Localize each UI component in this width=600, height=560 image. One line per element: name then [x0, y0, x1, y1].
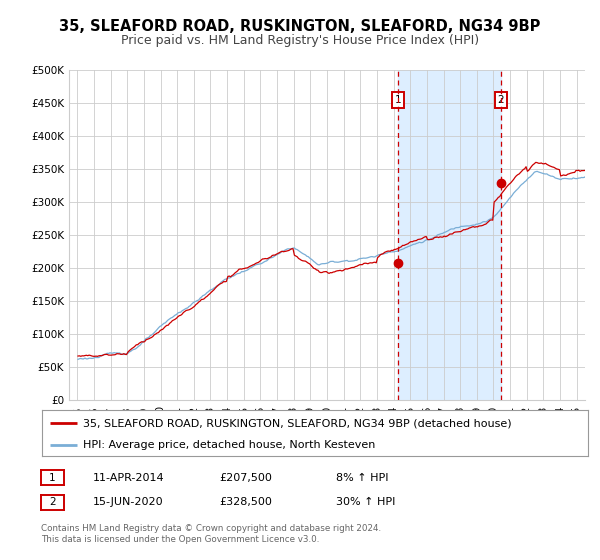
Text: 30% ↑ HPI: 30% ↑ HPI [336, 497, 395, 507]
Text: This data is licensed under the Open Government Licence v3.0.: This data is licensed under the Open Gov… [41, 535, 319, 544]
Text: 2: 2 [49, 497, 56, 507]
Text: 35, SLEAFORD ROAD, RUSKINGTON, SLEAFORD, NG34 9BP: 35, SLEAFORD ROAD, RUSKINGTON, SLEAFORD,… [59, 20, 541, 34]
Text: £328,500: £328,500 [219, 497, 272, 507]
Text: 2: 2 [497, 95, 504, 105]
Text: 35, SLEAFORD ROAD, RUSKINGTON, SLEAFORD, NG34 9BP (detached house): 35, SLEAFORD ROAD, RUSKINGTON, SLEAFORD,… [83, 418, 512, 428]
Text: HPI: Average price, detached house, North Kesteven: HPI: Average price, detached house, Nort… [83, 440, 376, 450]
Text: 11-APR-2014: 11-APR-2014 [93, 473, 164, 483]
Text: 8% ↑ HPI: 8% ↑ HPI [336, 473, 389, 483]
Text: £207,500: £207,500 [219, 473, 272, 483]
Text: 1: 1 [395, 95, 401, 105]
Text: 15-JUN-2020: 15-JUN-2020 [93, 497, 164, 507]
Text: Price paid vs. HM Land Registry's House Price Index (HPI): Price paid vs. HM Land Registry's House … [121, 34, 479, 48]
Bar [398, 70, 501, 400]
Text: 1: 1 [49, 473, 56, 483]
Text: Contains HM Land Registry data © Crown copyright and database right 2024.: Contains HM Land Registry data © Crown c… [41, 524, 381, 533]
